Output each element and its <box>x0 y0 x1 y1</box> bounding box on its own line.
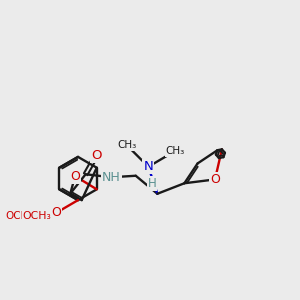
Text: CH₃: CH₃ <box>166 146 185 156</box>
Text: O: O <box>91 149 101 162</box>
Text: O: O <box>52 206 61 219</box>
Text: NH: NH <box>102 171 121 184</box>
Text: OCH₃: OCH₃ <box>6 211 33 221</box>
Text: OCH₃: OCH₃ <box>22 211 51 221</box>
Text: O: O <box>70 169 80 183</box>
Text: N: N <box>143 160 153 173</box>
Text: CH₃: CH₃ <box>117 140 136 150</box>
Text: H: H <box>148 177 156 190</box>
Text: O: O <box>210 173 220 186</box>
